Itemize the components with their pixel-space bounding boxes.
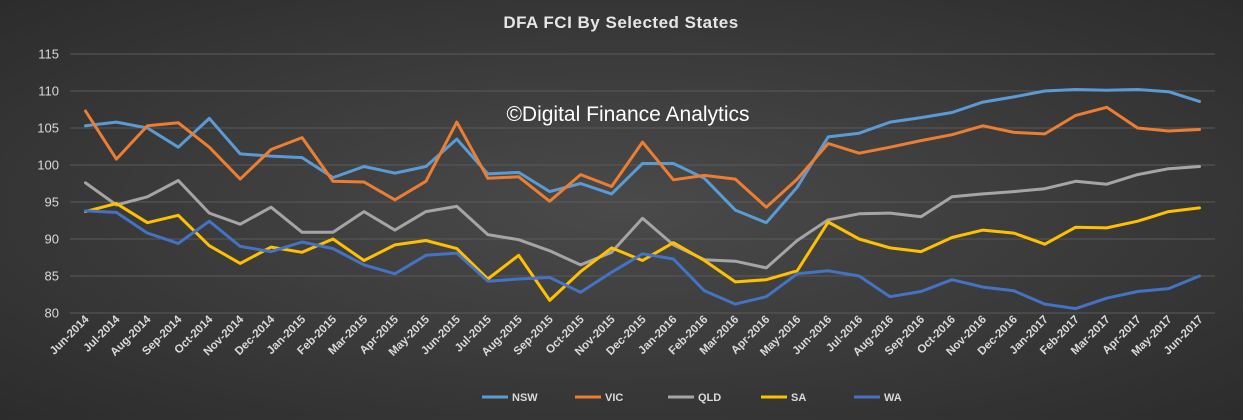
legend: NSW VIC QLD SA WA (482, 392, 902, 404)
chart-title: DFA FCI By Selected States (503, 13, 738, 32)
series-line-qld (84, 165, 1201, 270)
series-line-sa (84, 202, 1201, 302)
y-tick-label: 95 (45, 195, 59, 210)
series-line-nsw (84, 88, 1201, 225)
series-lines (84, 88, 1201, 311)
x-axis-ticks: Jun-2014Jul-2014Aug-2014Sep-2014Oct-2014… (48, 313, 1206, 359)
legend-label-nsw: NSW (512, 392, 538, 404)
y-tick-label: 80 (45, 306, 59, 321)
series-line-vic (84, 105, 1201, 209)
legend-label-vic: VIC (605, 392, 623, 404)
y-tick-label: 100 (37, 158, 59, 173)
y-tick-label: 110 (38, 84, 59, 99)
legend-label-wa: WA (884, 392, 902, 404)
y-axis-ticks: 80 85 90 95 100 105 110 115 (37, 47, 59, 321)
y-tick-label: 105 (37, 121, 59, 136)
y-tick-label: 115 (38, 47, 59, 62)
legend-label-sa: SA (791, 392, 806, 404)
gridlines (70, 53, 1215, 314)
watermark-text: ©Digital Finance Analytics (506, 103, 749, 126)
legend-label-qld: QLD (698, 392, 721, 404)
y-tick-label: 85 (45, 269, 59, 284)
y-tick-label: 90 (45, 232, 59, 247)
series-line-wa (84, 209, 1201, 311)
